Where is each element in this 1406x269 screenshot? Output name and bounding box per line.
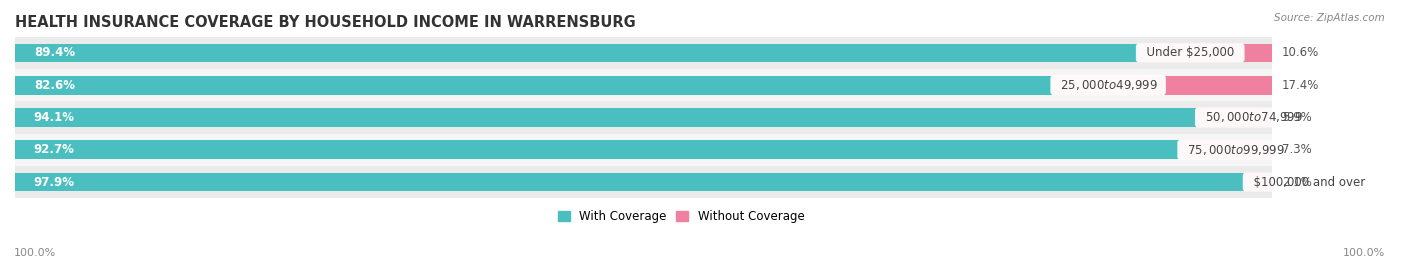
Text: 92.7%: 92.7% [34, 143, 75, 156]
Bar [15, 101, 1272, 134]
Text: $25,000 to $49,999: $25,000 to $49,999 [1053, 78, 1163, 92]
Text: 89.4%: 89.4% [34, 46, 75, 59]
Bar [15, 166, 1272, 198]
Bar [1198, 108, 1272, 127]
Text: $75,000 to $99,999: $75,000 to $99,999 [1180, 143, 1289, 157]
Text: 100.0%: 100.0% [14, 248, 56, 258]
Bar [15, 173, 1246, 192]
Text: 94.1%: 94.1% [34, 111, 75, 124]
Legend: With Coverage, Without Coverage: With Coverage, Without Coverage [554, 205, 808, 228]
Bar [15, 76, 1053, 94]
Bar [15, 69, 1272, 101]
Text: $50,000 to $74,999: $50,000 to $74,999 [1198, 111, 1308, 125]
Bar [15, 44, 1139, 62]
Bar [1139, 44, 1272, 62]
Bar [15, 134, 1272, 166]
Text: 100.0%: 100.0% [1343, 248, 1385, 258]
Text: 82.6%: 82.6% [34, 79, 75, 92]
Bar [1246, 173, 1272, 192]
Bar [15, 108, 1198, 127]
Text: 17.4%: 17.4% [1282, 79, 1319, 92]
Text: 10.6%: 10.6% [1282, 46, 1319, 59]
Text: Under $25,000: Under $25,000 [1139, 46, 1241, 59]
Text: $100,000 and over: $100,000 and over [1246, 176, 1372, 189]
Text: 5.9%: 5.9% [1282, 111, 1312, 124]
Text: HEALTH INSURANCE COVERAGE BY HOUSEHOLD INCOME IN WARRENSBURG: HEALTH INSURANCE COVERAGE BY HOUSEHOLD I… [15, 15, 636, 30]
Text: Source: ZipAtlas.com: Source: ZipAtlas.com [1274, 13, 1385, 23]
Bar [1180, 140, 1272, 159]
Text: 7.3%: 7.3% [1282, 143, 1312, 156]
Text: 97.9%: 97.9% [34, 176, 75, 189]
Text: 2.1%: 2.1% [1282, 176, 1312, 189]
Bar [1053, 76, 1272, 94]
Bar [15, 140, 1180, 159]
Bar [15, 37, 1272, 69]
